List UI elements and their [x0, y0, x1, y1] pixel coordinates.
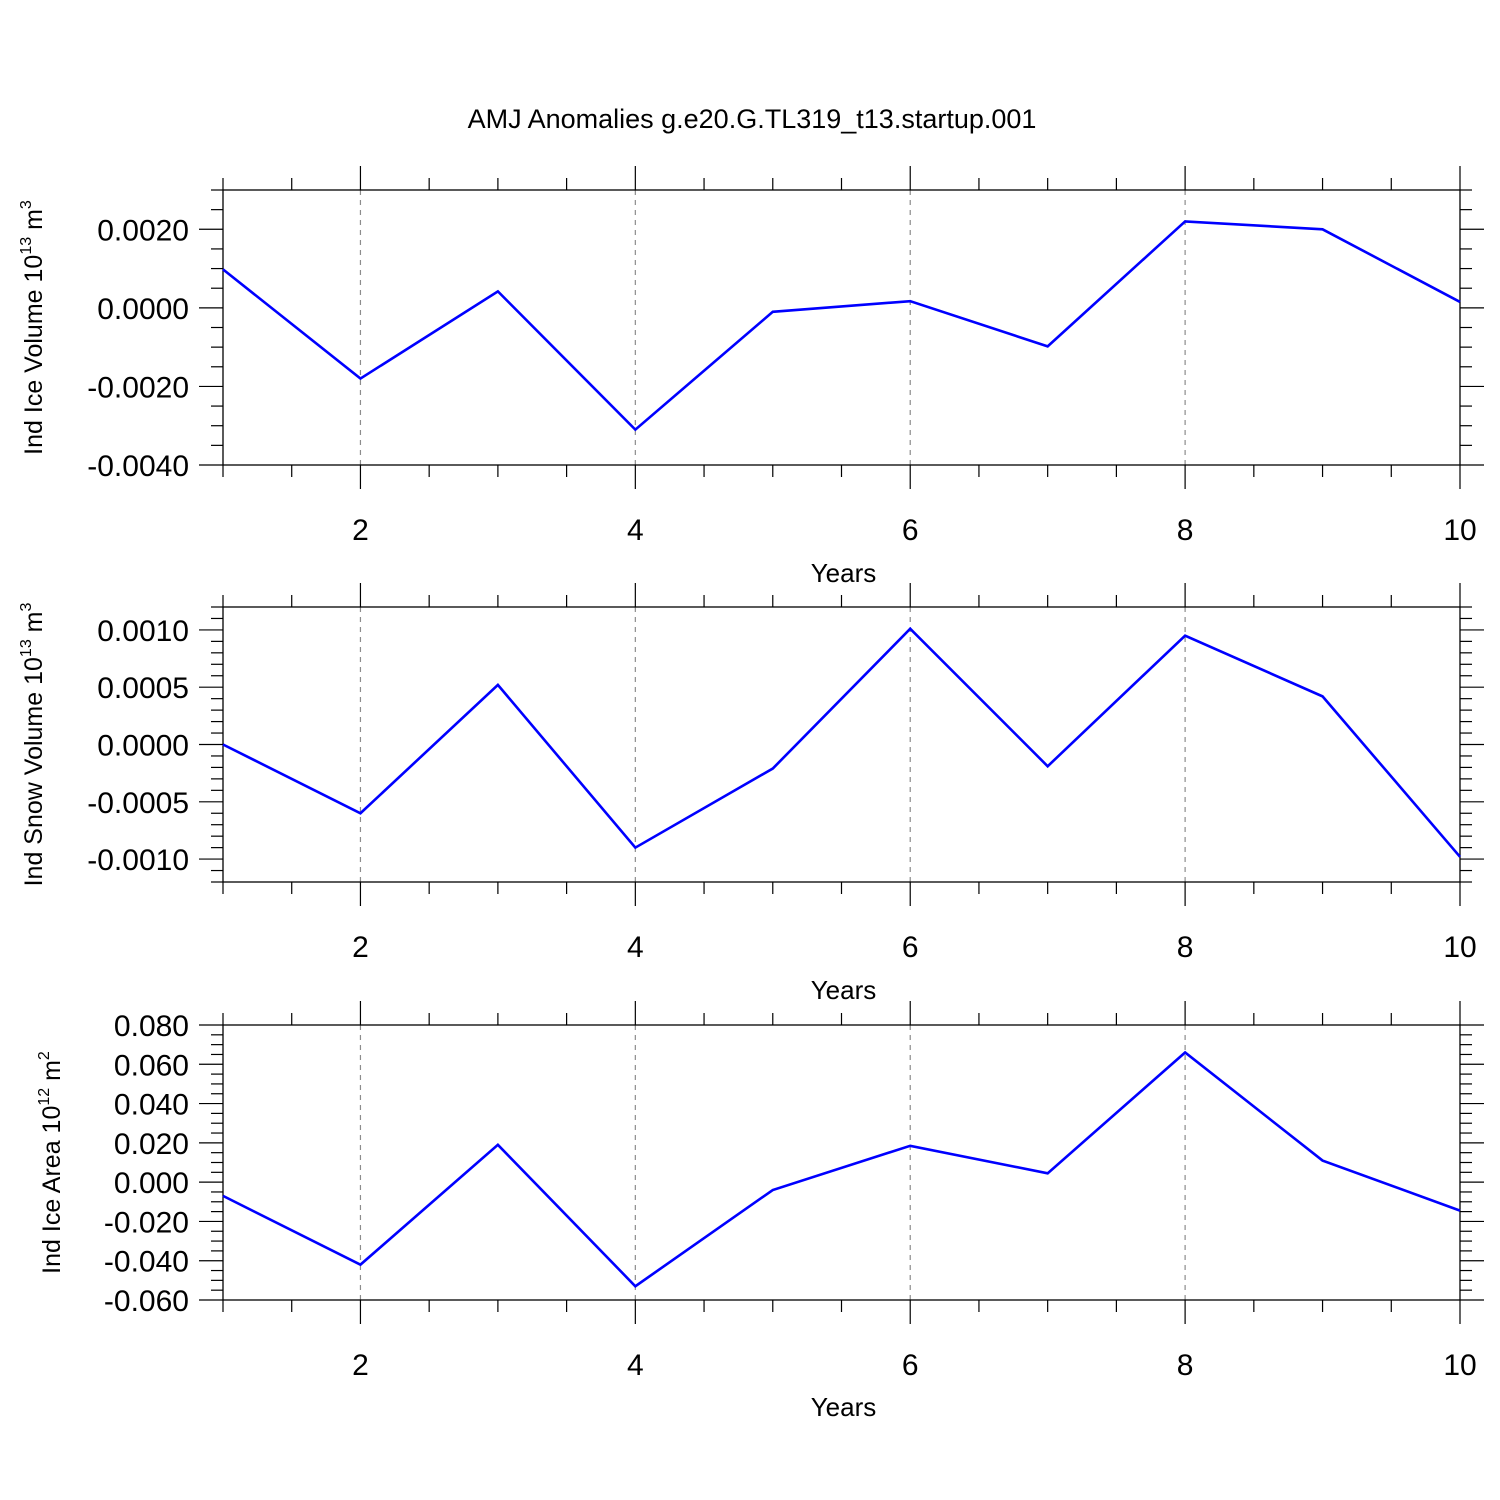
- y-axis-label-unit: m: [20, 209, 48, 237]
- x-tick-label: 2: [352, 1349, 369, 1382]
- x-tick-label: 8: [1177, 514, 1194, 547]
- y-axis-label-unit: m: [20, 612, 48, 640]
- x-tick-label: 4: [627, 931, 644, 964]
- y-tick-label: 0.0020: [97, 214, 189, 247]
- x-tick-label: 8: [1177, 931, 1194, 964]
- chart-panel-2: -0.0010 -0.0005 0.0000 0.0005 0.0010 2 4 6 8 10 Ye…: [18, 583, 1484, 1005]
- plot-frame: [222, 606, 1461, 883]
- y-tick-label: -0.040: [104, 1246, 189, 1279]
- chart-panel-1: -0.0040 -0.0020 0.0000 0.0020 2 4 6 8 10 Years Ind…: [18, 166, 1484, 588]
- plot-frame: [222, 189, 1461, 466]
- x-tick-label: 4: [627, 1349, 644, 1382]
- y-tick-label: 0.0010: [97, 615, 189, 648]
- y-axis-label-text: Ind Ice Volume 10: [20, 255, 48, 455]
- x-tick-label: 6: [902, 931, 919, 964]
- series-line-1: [222, 220, 1461, 432]
- y-tick-label: -0.0040: [87, 450, 189, 483]
- x-tick-label: 2: [352, 514, 369, 547]
- series-line-1: [222, 1050, 1461, 1288]
- y-axis-label: Ind Snow Volume 1013 m3: [18, 603, 48, 887]
- y-axis-label-unit-exponent: 2: [36, 1051, 53, 1060]
- y-axis-label-exponent: 13: [18, 237, 35, 255]
- x-tick-label: 10: [1443, 1349, 1476, 1382]
- chart-title: AMJ Anomalies g.e20.G.TL319_t13.startup.…: [468, 104, 1037, 134]
- series-line-1: [222, 626, 1461, 858]
- panels: -0.0040 -0.0020 0.0000 0.0020 2 4 6 8 10 Years Ind…: [18, 166, 1484, 1422]
- y-tick-label: 0.040: [114, 1089, 189, 1122]
- y-tick-label: -0.0010: [87, 844, 189, 877]
- y-tick-label: 0.000: [114, 1167, 189, 1200]
- y-tick-label: -0.020: [104, 1206, 189, 1239]
- y-tick-label: -0.060: [104, 1285, 189, 1318]
- y-axis-label-exponent: 13: [18, 639, 35, 657]
- x-axis-label: Years: [811, 558, 877, 588]
- y-tick-label: 0.020: [114, 1128, 189, 1161]
- y-axis-label-unit-exponent: 3: [18, 603, 35, 612]
- x-tick-label: 2: [352, 931, 369, 964]
- y-tick-label: 0.0000: [97, 730, 189, 763]
- x-tick-label: 8: [1177, 1349, 1194, 1382]
- x-tick-label: 10: [1443, 931, 1476, 964]
- y-axis-label-unit: m: [38, 1060, 66, 1088]
- y-axis-label-unit-exponent: 3: [18, 200, 35, 209]
- y-tick-label: 0.0005: [97, 672, 189, 705]
- x-tick-label: 6: [902, 514, 919, 547]
- x-tick-label: 6: [902, 1349, 919, 1382]
- plot-frame: [222, 1024, 1461, 1301]
- y-axis-label: Ind Ice Volume 1013 m3: [18, 200, 48, 455]
- x-axis-label: Years: [811, 1392, 877, 1422]
- y-axis-label-text: Ind Snow Volume 10: [20, 657, 48, 886]
- y-tick-label: 0.060: [114, 1049, 189, 1082]
- y-axis-label-exponent: 12: [36, 1088, 53, 1106]
- chart-panel-3: -0.060 -0.040 -0.020 0.000 0.020 0.040 0.060 0.…: [36, 1001, 1484, 1422]
- y-tick-label: 0.0000: [97, 293, 189, 326]
- y-axis-label-text: Ind Ice Area 10: [38, 1106, 66, 1274]
- x-tick-label: 4: [627, 514, 644, 547]
- x-tick-label: 10: [1443, 514, 1476, 547]
- y-axis-label: Ind Ice Area 1012 m2: [36, 1051, 66, 1274]
- y-tick-label: 0.080: [114, 1010, 189, 1043]
- x-axis-label: Years: [811, 975, 877, 1005]
- y-tick-label: -0.0005: [87, 787, 189, 820]
- y-tick-label: -0.0020: [87, 371, 189, 404]
